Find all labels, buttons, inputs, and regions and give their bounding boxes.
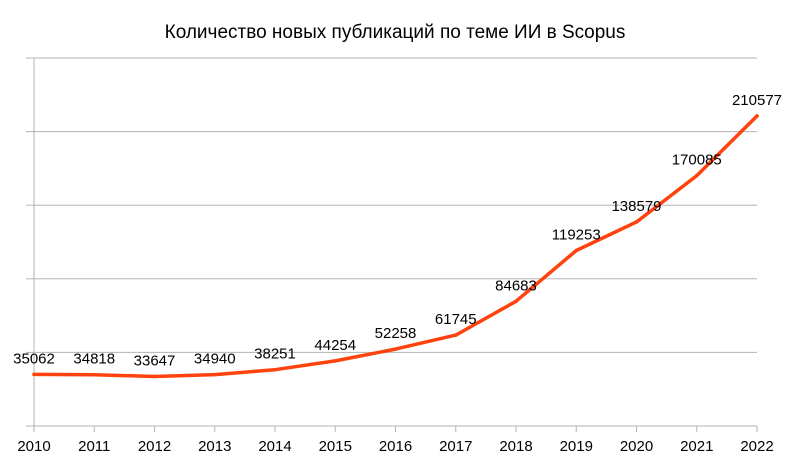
data-label-2018: 84683 [495, 277, 537, 294]
data-label-2015: 44254 [314, 337, 356, 354]
series-layer [32, 114, 759, 379]
data-point-2011 [92, 372, 96, 377]
data-point-2018 [514, 299, 518, 304]
data-point-2020 [634, 220, 639, 224]
data-label-2017: 61745 [435, 311, 477, 328]
x-tick-label-2020: 2020 [620, 438, 653, 455]
data-point-2019 [574, 248, 578, 253]
data-label-2014: 38251 [254, 346, 296, 363]
data-label-2019: 119253 [552, 226, 601, 243]
data-point-2017 [454, 333, 458, 337]
data-label-2016: 52258 [375, 325, 417, 342]
data-label-2022: 210577 [732, 92, 782, 109]
x-tick-label-2010: 2010 [17, 438, 50, 455]
x-tick-label-2011: 2011 [78, 438, 110, 455]
x-tick-label-2015: 2015 [319, 438, 352, 455]
x-tick-label-2022: 2022 [740, 438, 773, 455]
x-tick-label-2013: 2013 [198, 438, 231, 455]
data-point-2010 [32, 372, 36, 377]
data-point-2014 [273, 367, 277, 372]
x-tick-label-2021: 2021 [680, 438, 713, 455]
x-tick-labels: 2010 2011 2012 2013 2014 2015 2016 2017 2018 2019… [17, 438, 773, 455]
data-point-2015 [333, 359, 337, 363]
x-tick-label-2018: 2018 [499, 438, 532, 455]
x-tick-label-2017: 2017 [439, 438, 472, 455]
axes [26, 57, 758, 432]
data-label-2011: 34818 [73, 351, 115, 368]
x-tick-label-2019: 2019 [560, 438, 593, 455]
data-label-2021: 170085 [672, 152, 722, 169]
gridlines [34, 57, 757, 353]
x-tick-label-2016: 2016 [379, 438, 412, 455]
data-label-2012: 33647 [134, 352, 176, 369]
x-tick-label-2012: 2012 [138, 438, 171, 455]
chart-title: Количество новых публикаций по теме ИИ в… [165, 22, 626, 43]
data-point-2022 [755, 114, 759, 118]
data-point-2016 [393, 347, 398, 351]
data-label-2010: 35062 [13, 350, 55, 367]
data-point-2013 [213, 372, 217, 377]
x-tick-label-2014: 2014 [258, 438, 291, 455]
data-labels: 35062 34818 33647 34940 38251 44254 52258 61745… [13, 92, 782, 369]
data-point-2021 [695, 173, 699, 178]
data-label-2013: 34940 [194, 351, 236, 368]
data-point-2012 [152, 374, 157, 379]
data-label-2020: 138579 [611, 198, 661, 215]
